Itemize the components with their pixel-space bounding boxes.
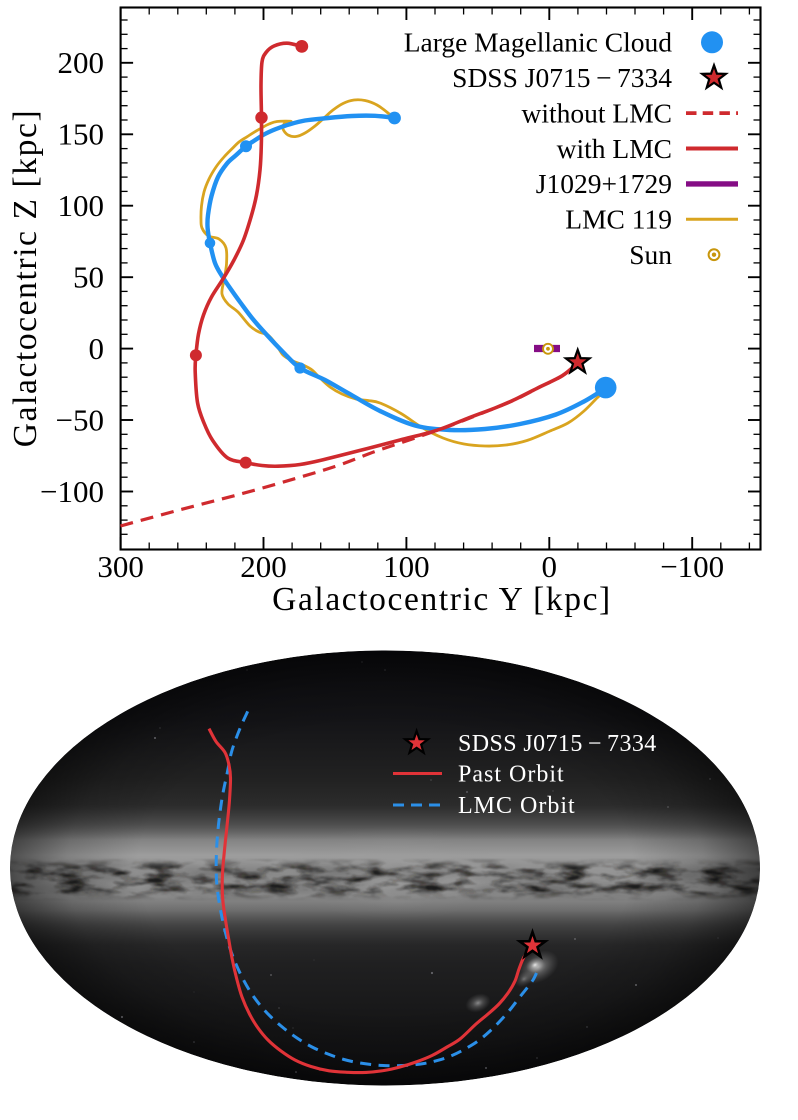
svg-text:0: 0 (89, 331, 105, 366)
svg-text:Galactocentric Y [kpc]: Galactocentric Y [kpc] (272, 581, 612, 618)
svg-text:without LMC: without LMC (522, 97, 673, 128)
svg-text:Sun: Sun (629, 239, 672, 270)
svg-text:LMC Orbit: LMC Orbit (458, 793, 576, 819)
svg-text:J1029+1729: J1029+1729 (536, 168, 672, 199)
svg-text:SDSS J0715 − 7334: SDSS J0715 − 7334 (452, 62, 672, 93)
svg-text:50: 50 (73, 260, 104, 295)
svg-text:300: 300 (97, 549, 144, 584)
svg-text:−100: −100 (40, 474, 104, 509)
svg-text:0: 0 (542, 549, 558, 584)
svg-text:Galactocentric Z [kpc]: Galactocentric Z [kpc] (7, 109, 44, 447)
svg-text:−50: −50 (56, 402, 104, 437)
svg-text:with LMC: with LMC (557, 133, 672, 164)
svg-text:100: 100 (383, 549, 430, 584)
svg-text:Past Orbit: Past Orbit (458, 762, 565, 788)
svg-text:150: 150 (58, 117, 105, 152)
svg-text:200: 200 (58, 45, 105, 80)
svg-text:Large Magellanic Cloud: Large Magellanic Cloud (404, 27, 673, 58)
svg-text:SDSS J0715 − 7334: SDSS J0715 − 7334 (458, 731, 657, 757)
svg-text:−100: −100 (660, 549, 724, 584)
svg-text:200: 200 (240, 549, 287, 584)
svg-text:100: 100 (58, 188, 105, 223)
svg-text:LMC 119: LMC 119 (565, 204, 672, 235)
